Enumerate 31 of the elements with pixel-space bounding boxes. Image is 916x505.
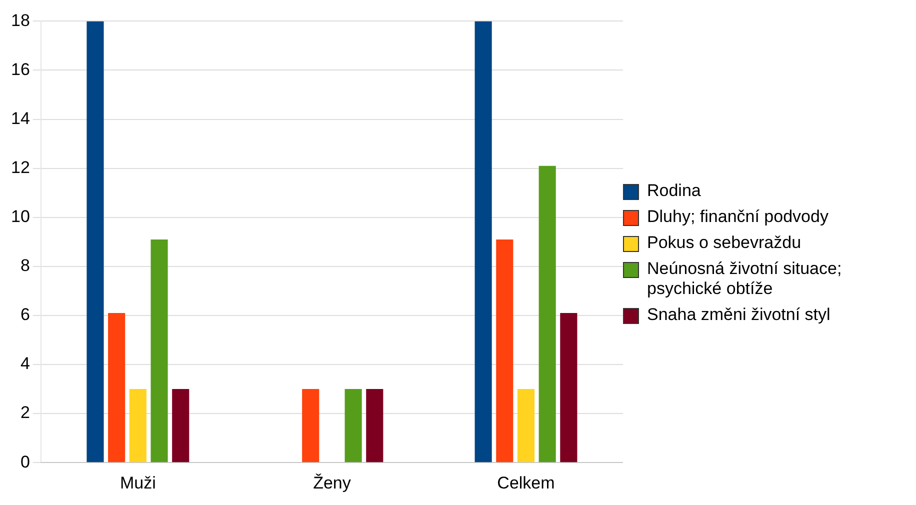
y-tick-label: 16 xyxy=(10,60,30,79)
legend-label: Pokus o sebevraždu xyxy=(647,232,802,252)
x-tick-label: Ženy xyxy=(313,473,352,492)
y-tick-label: 8 xyxy=(20,256,30,276)
bar xyxy=(150,239,168,462)
bar xyxy=(108,313,126,462)
bar xyxy=(302,389,320,462)
bar xyxy=(560,313,578,462)
y-tick-label: 18 xyxy=(10,10,30,30)
legend-label: Rodina xyxy=(647,180,701,200)
bar xyxy=(366,389,384,462)
bar xyxy=(86,21,104,462)
x-tick-label: Muži xyxy=(120,473,156,492)
bar xyxy=(496,239,514,462)
y-tick-label: 10 xyxy=(10,207,30,226)
y-tick-label: 4 xyxy=(20,354,30,374)
bar xyxy=(517,389,535,462)
legend-label: Dluhy; finanční podvody xyxy=(647,206,828,226)
legend-label: Neúnosná životní situace; psychické obtíže xyxy=(647,258,843,298)
y-tick-label: 12 xyxy=(10,158,30,178)
bar xyxy=(172,389,190,462)
bar xyxy=(474,21,492,462)
x-tick-label: Celkem xyxy=(497,473,555,492)
y-tick-label: 2 xyxy=(20,403,30,422)
bar xyxy=(129,389,146,462)
y-tick-label: 0 xyxy=(20,452,30,472)
bar xyxy=(538,166,556,462)
y-tick-label: 6 xyxy=(20,305,30,324)
bar xyxy=(344,389,362,462)
legend-label: Snaha změni životní styl xyxy=(647,304,830,324)
y-tick-label: 14 xyxy=(10,108,30,128)
